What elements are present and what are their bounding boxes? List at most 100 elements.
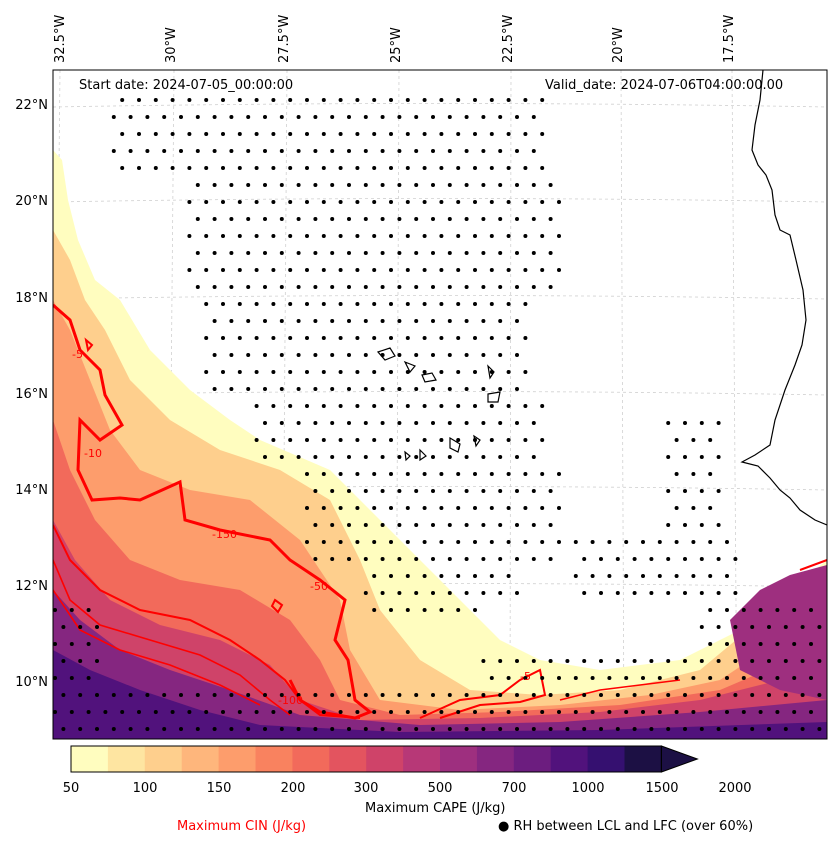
rh-dot <box>296 387 301 391</box>
rh-dot <box>414 115 419 119</box>
rh-dot <box>431 387 435 391</box>
rh-dot <box>422 608 427 612</box>
rh-dot <box>78 625 83 629</box>
rh-dot <box>557 710 561 714</box>
rh-dot <box>699 625 704 629</box>
rh-dot <box>422 302 427 306</box>
rh-dot <box>439 234 444 238</box>
rh-dot <box>599 659 603 663</box>
rh-dot <box>447 319 452 323</box>
rh-dot <box>481 455 486 459</box>
rh-dot <box>305 472 309 476</box>
rh-dot <box>506 438 511 442</box>
rh-dot <box>128 727 133 731</box>
rh-dot <box>708 642 713 646</box>
rh-dot <box>699 557 704 561</box>
rh-dot <box>750 659 755 663</box>
rh-dot <box>254 710 259 714</box>
rh-dot <box>750 625 755 629</box>
rh-dot <box>363 183 368 187</box>
rh-dot <box>750 727 755 731</box>
rh-dot <box>540 438 545 442</box>
rh-dot <box>582 693 587 697</box>
rh-dot <box>540 710 545 714</box>
rh-dot <box>61 625 66 629</box>
rh-dot <box>212 217 217 221</box>
rh-dot <box>330 285 335 289</box>
rh-dot <box>422 540 427 544</box>
rh-dot <box>456 540 461 544</box>
rh-dot <box>481 149 486 153</box>
rh-dot <box>456 336 461 340</box>
rh-dot <box>817 727 822 731</box>
rh-dot <box>498 557 503 561</box>
rh-dot <box>515 319 519 323</box>
valid-date: Valid_date: 2024-07-06T04:00:00.00 <box>545 78 784 93</box>
rh-dot <box>414 149 419 153</box>
rh-dot <box>95 625 99 629</box>
rh-dot <box>666 523 671 527</box>
rh-dot <box>221 268 225 272</box>
rh-dot <box>380 489 385 493</box>
rh-dot <box>330 183 335 187</box>
rh-dot <box>279 353 284 357</box>
rh-dot <box>506 98 511 102</box>
rh-dot <box>506 336 511 340</box>
rh-dot <box>372 540 377 544</box>
rh-dot <box>363 557 368 561</box>
rh-dot <box>338 268 343 272</box>
rh-dot <box>523 506 528 510</box>
rh-dot <box>271 438 276 442</box>
rh-dot <box>330 421 335 425</box>
rh-dot <box>565 659 570 663</box>
rh-dot <box>305 132 309 136</box>
rh-dot <box>254 98 259 102</box>
rh-dot <box>355 268 360 272</box>
rh-dot <box>775 608 780 612</box>
rh-dot <box>540 268 545 272</box>
rh-dot <box>279 727 284 731</box>
rh-dot <box>741 676 746 680</box>
rh-dot <box>607 676 612 680</box>
rh-dot <box>431 557 435 561</box>
rh-dot <box>548 251 553 255</box>
rh-dot <box>347 251 351 255</box>
rh-dot <box>557 268 561 272</box>
rh-dot <box>305 370 309 374</box>
rh-dot <box>296 285 301 289</box>
rh-dot <box>229 693 234 697</box>
rh-dot <box>725 710 729 714</box>
rh-dot <box>582 727 587 731</box>
rh-dot <box>733 659 738 663</box>
rh-dot <box>666 455 671 459</box>
rh-dot <box>355 132 360 136</box>
rh-dot <box>246 387 251 391</box>
rh-dot <box>775 642 780 646</box>
rh-dot <box>523 302 528 306</box>
rh-dot <box>531 523 536 527</box>
rh-dot <box>473 98 477 102</box>
rh-dot <box>531 455 536 459</box>
rh-dot <box>548 523 553 527</box>
rh-dots-layer <box>53 98 822 731</box>
rh-dot <box>313 183 318 187</box>
rh-dot <box>212 319 217 323</box>
rh-dot <box>515 557 519 561</box>
rh-dot <box>263 217 267 221</box>
contour-label: -10 <box>84 447 102 460</box>
rh-dot <box>330 353 335 357</box>
rh-dot <box>330 455 335 459</box>
rh-dot <box>405 404 410 408</box>
rh-dot <box>263 251 267 255</box>
contour-label: -5 <box>520 670 531 683</box>
rh-dot <box>515 489 519 493</box>
rh-dot <box>237 132 242 136</box>
rh-dot <box>246 183 251 187</box>
rh-dot <box>615 659 620 663</box>
rh-dot <box>313 251 318 255</box>
rh-dot <box>489 676 494 680</box>
rh-dot <box>61 659 66 663</box>
rh-dot <box>330 693 335 697</box>
rh-dot <box>170 166 175 170</box>
rh-dot <box>515 659 519 663</box>
